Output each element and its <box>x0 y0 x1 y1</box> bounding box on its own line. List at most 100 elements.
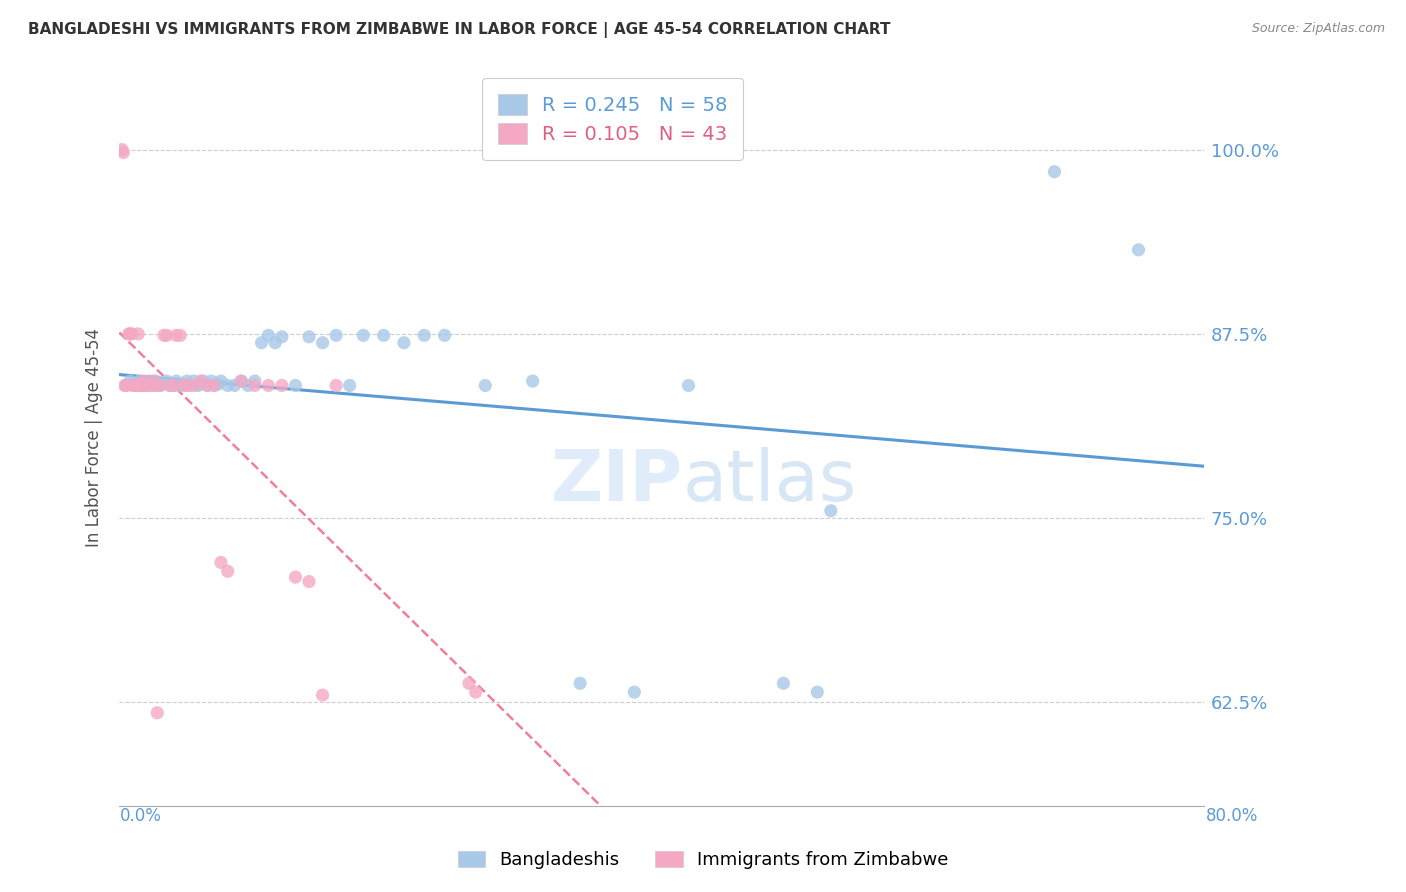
Point <box>209 374 232 388</box>
Y-axis label: In Labor Force | Age 45-54: In Labor Force | Age 45-54 <box>86 327 103 547</box>
Point <box>1043 165 1066 179</box>
Point <box>413 328 436 343</box>
Point <box>183 378 205 392</box>
Point <box>271 330 294 344</box>
Point <box>284 378 307 392</box>
Point <box>127 326 149 341</box>
Point <box>176 378 198 392</box>
Point <box>392 335 415 350</box>
Point <box>772 676 794 690</box>
Point <box>1128 243 1150 257</box>
Point <box>224 378 246 392</box>
Point <box>569 676 592 690</box>
Point <box>474 378 496 392</box>
Point <box>231 374 253 388</box>
Point <box>202 378 225 392</box>
Point <box>311 688 333 702</box>
Point <box>128 374 150 388</box>
Point <box>169 378 191 392</box>
Point <box>243 378 266 392</box>
Point <box>156 328 179 343</box>
Text: atlas: atlas <box>683 447 858 516</box>
Point <box>236 378 259 392</box>
Point <box>138 374 160 388</box>
Point <box>121 378 143 392</box>
Point <box>209 555 232 569</box>
Point <box>195 378 218 392</box>
Point <box>172 377 194 392</box>
Point <box>311 335 333 350</box>
Point <box>522 374 544 388</box>
Point <box>179 378 201 392</box>
Point <box>169 328 191 343</box>
Point <box>217 564 239 578</box>
Point <box>231 374 253 388</box>
Point <box>159 378 181 392</box>
Point <box>156 374 179 388</box>
Point <box>157 378 180 392</box>
Point <box>458 676 481 690</box>
Point <box>162 378 184 392</box>
Point <box>120 326 142 341</box>
Point <box>145 378 167 392</box>
Point <box>153 328 176 343</box>
Point <box>138 378 160 392</box>
Text: 80.0%: 80.0% <box>1206 807 1258 825</box>
Point <box>190 374 212 388</box>
Point <box>173 378 195 392</box>
Point <box>146 706 169 720</box>
Point <box>217 378 239 392</box>
Point <box>257 328 280 343</box>
Point <box>115 378 138 392</box>
Point <box>200 374 222 388</box>
Point <box>131 378 153 392</box>
Text: BANGLADESHI VS IMMIGRANTS FROM ZIMBABWE IN LABOR FORCE | AGE 45-54 CORRELATION C: BANGLADESHI VS IMMIGRANTS FROM ZIMBABWE … <box>28 22 890 38</box>
Point <box>325 328 347 343</box>
Point <box>162 378 184 392</box>
Point <box>623 685 645 699</box>
Point <box>121 326 143 341</box>
Point <box>124 378 146 392</box>
Point <box>132 374 155 388</box>
Point <box>298 574 321 589</box>
Point <box>112 145 135 160</box>
Point <box>806 685 828 699</box>
Point <box>152 377 174 392</box>
Text: 0.0%: 0.0% <box>120 807 162 825</box>
Point <box>207 377 229 392</box>
Point <box>339 378 361 392</box>
Point <box>111 143 134 157</box>
Point <box>373 328 395 343</box>
Legend: Bangladeshis, Immigrants from Zimbabwe: Bangladeshis, Immigrants from Zimbabwe <box>449 842 957 879</box>
Point <box>131 378 153 392</box>
Point <box>193 374 215 388</box>
Point <box>202 378 225 392</box>
Point <box>271 378 294 392</box>
Point <box>464 685 486 699</box>
Point <box>165 374 187 388</box>
Point <box>176 374 198 388</box>
Point <box>149 378 172 392</box>
Point <box>352 328 374 343</box>
Point <box>142 378 165 392</box>
Point <box>165 328 187 343</box>
Point <box>190 377 212 392</box>
Point <box>142 374 165 388</box>
Point <box>120 374 142 388</box>
Point <box>183 374 205 388</box>
Point <box>149 378 172 392</box>
Point <box>114 378 136 392</box>
Point <box>298 330 321 344</box>
Point <box>284 570 307 584</box>
Point <box>250 335 273 350</box>
Point <box>195 378 218 392</box>
Point <box>135 378 157 392</box>
Point <box>187 378 209 392</box>
Point <box>135 378 157 392</box>
Point <box>124 378 146 392</box>
Point <box>243 374 266 388</box>
Point <box>115 378 138 392</box>
Point <box>433 328 456 343</box>
Text: Source: ZipAtlas.com: Source: ZipAtlas.com <box>1251 22 1385 36</box>
Point <box>820 504 842 518</box>
